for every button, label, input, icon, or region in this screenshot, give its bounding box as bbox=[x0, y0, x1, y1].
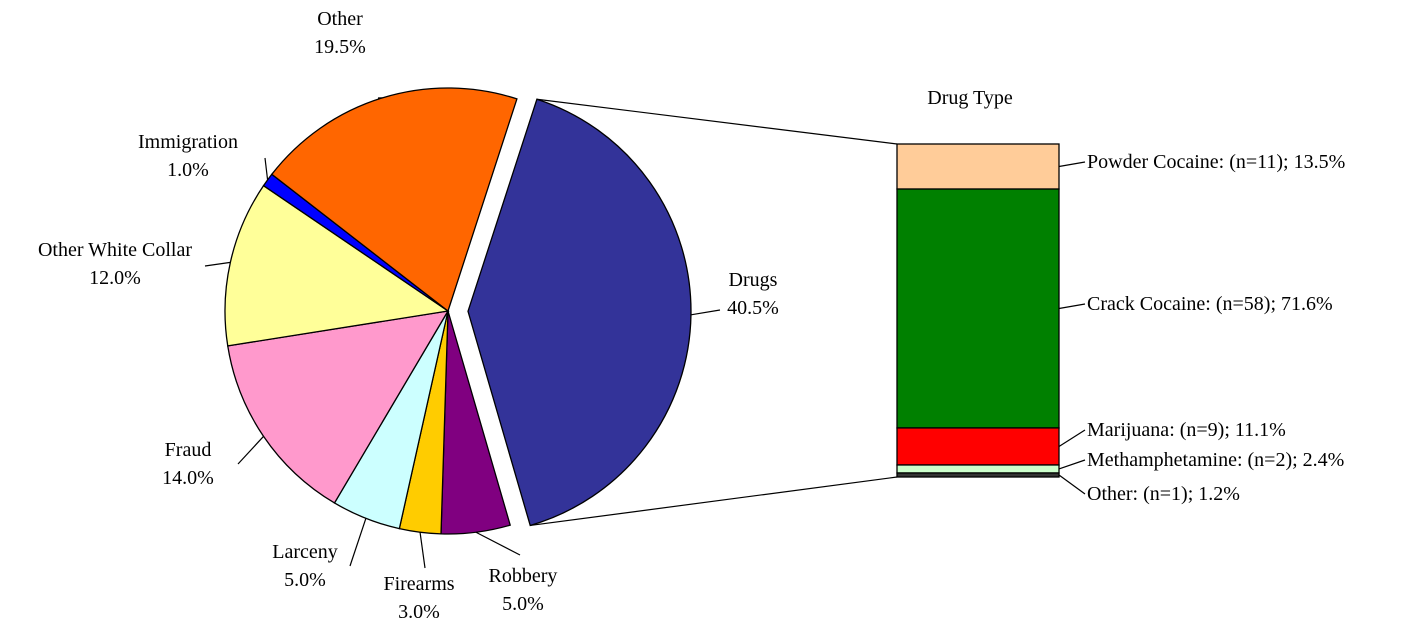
pie-value-drugs: 40.5% bbox=[727, 297, 779, 319]
pie-value-fraud: 14.0% bbox=[162, 467, 214, 489]
bar-label-marijuana: Marijuana: (n=9); 11.1% bbox=[1087, 419, 1286, 441]
connector-lines bbox=[530, 98, 898, 527]
bar-leader-crack-cocaine bbox=[1058, 303, 1086, 310]
bar-leader-methamphetamine bbox=[1058, 459, 1086, 470]
bar-label-other: Other: (n=1); 1.2% bbox=[1087, 483, 1240, 505]
leader-line-other-white-collar bbox=[204, 261, 231, 267]
bar-segment-crack-cocaine bbox=[896, 188, 1060, 429]
bar-labels: Powder Cocaine: (n=11); 13.5% Crack Cocai… bbox=[1058, 151, 1345, 505]
pie-label-robbery: Robbery bbox=[489, 565, 558, 587]
pie-value-other-white-collar: 12.0% bbox=[89, 267, 141, 289]
bar-label-methamphetamine: Methamphetamine: (n=2); 2.4% bbox=[1087, 449, 1344, 471]
drug-type-bar bbox=[896, 143, 1060, 478]
connector-top bbox=[536, 98, 898, 145]
leader-line-robbery bbox=[475, 531, 521, 556]
pie-label-other: Other bbox=[317, 8, 363, 30]
leader-line-larceny bbox=[349, 518, 367, 567]
bar-leader-marijuana bbox=[1058, 429, 1086, 447]
offense-pie bbox=[224, 87, 692, 535]
pie-label-drugs: Drugs bbox=[729, 269, 778, 291]
bar-label-crack-cocaine: Crack Cocaine: (n=58); 71.6% bbox=[1087, 293, 1333, 315]
pie-label-immigration: Immigration bbox=[138, 131, 238, 153]
bar-leader-powder-cocaine bbox=[1058, 161, 1086, 168]
pie-label-larceny: Larceny bbox=[272, 541, 338, 563]
leader-line-immigration bbox=[264, 157, 269, 180]
pie-slice-fraud bbox=[227, 310, 450, 504]
pie-slice-drugs bbox=[467, 98, 692, 527]
bar-title: Drug Type bbox=[927, 87, 1013, 109]
connector-bottom bbox=[530, 476, 898, 527]
pie-value-larceny: 5.0% bbox=[284, 569, 326, 591]
bar-segment-powder-cocaine bbox=[896, 143, 1060, 190]
leader-line-drugs bbox=[690, 309, 721, 316]
pie-value-robbery: 5.0% bbox=[502, 593, 544, 615]
bar-segment-other bbox=[896, 472, 1060, 478]
leader-line-firearms bbox=[419, 532, 426, 569]
pie-labels: Drugs 40.5% Robbery 5.0% Firearms 3.0% Larceny… bbox=[38, 8, 779, 623]
pie-label-other-white-collar: Other White Collar bbox=[38, 239, 192, 261]
bar-segment-marijuana bbox=[896, 427, 1060, 466]
pie-value-other: 19.5% bbox=[314, 36, 366, 58]
bar-segment-methamphetamine bbox=[896, 464, 1060, 474]
bar-leader-other bbox=[1058, 474, 1086, 495]
pie-label-firearms: Firearms bbox=[383, 573, 454, 595]
leader-line-fraud bbox=[237, 435, 265, 465]
bar-label-powder-cocaine: Powder Cocaine: (n=11); 13.5% bbox=[1087, 151, 1345, 173]
pie-label-fraud: Fraud bbox=[165, 439, 212, 461]
pie-value-immigration: 1.0% bbox=[167, 159, 209, 181]
pie-value-firearms: 3.0% bbox=[398, 601, 440, 623]
